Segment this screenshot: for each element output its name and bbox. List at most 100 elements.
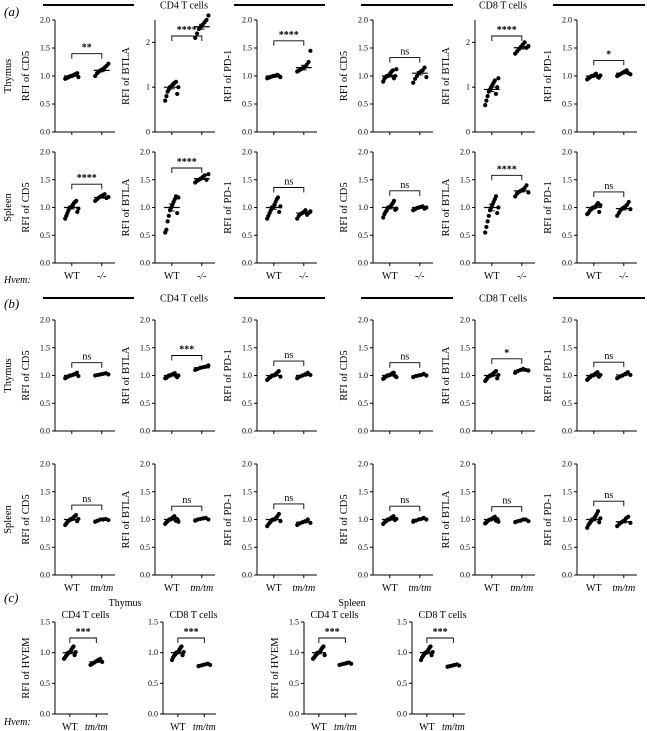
significance-bracket (273, 40, 305, 46)
x-tick-label: -/- (415, 271, 424, 282)
data-point (166, 213, 171, 218)
y-tick-label: 0.0 (562, 128, 572, 137)
y-tick-label: 2.0 (242, 16, 252, 25)
x-tick-label: tm/tm (190, 583, 213, 594)
significance-bracket (171, 355, 203, 361)
x-tick-label: WT (266, 583, 282, 594)
y-tick-label: 0.0 (242, 259, 252, 268)
y-tick-label: 1.0 (242, 72, 252, 81)
significance-label: ns (82, 494, 91, 505)
data-point (424, 75, 429, 80)
y-tick-label: 2.0 (40, 16, 50, 25)
y-tick-label: 1.0 (289, 648, 299, 657)
y-tick-label: 1.5 (40, 343, 50, 352)
y-tick-label: 1.5 (397, 618, 407, 627)
y-tick-label: 0.5 (40, 399, 50, 408)
y-axis-label: RFI of BTLA (121, 47, 132, 105)
data-point (486, 213, 491, 218)
y-tick-label: 0.5 (289, 679, 299, 688)
significance-label: ** (82, 43, 92, 54)
x-tick-label: WT (382, 583, 398, 594)
y-axis-label: RFI of HVEM (270, 637, 281, 699)
x-tick-label: WT (62, 722, 78, 731)
y-tick-label: 1.5 (562, 487, 572, 496)
y-tick-label: 0.5 (358, 399, 368, 408)
significance-label: ns (400, 180, 409, 191)
row-label: Thymus (3, 358, 14, 392)
y-tick-label: 0.0 (460, 427, 470, 436)
x-tick-label: -/- (619, 271, 628, 282)
data-point (206, 172, 211, 177)
plot-panel: 0.0 0.5 1.0 1.5 2.0 RFI of PD-1 ns (223, 316, 317, 436)
plot-panel: 0.0 0.5 1.0 1.5 2.0 RFI of PD-1 WT -/- ns (223, 148, 317, 282)
y-axis-label: RFI of BTLA (121, 490, 132, 548)
y-tick-label: 0.5 (358, 231, 368, 240)
y-axis-label: RFI of PD-1 (223, 181, 234, 234)
y-axis-label: RFI of HVEM (21, 637, 32, 699)
y-tick-label: 1.0 (40, 371, 50, 380)
plot-panel: 0.0 0.5 1.0 1.5 2.0 RFI of CD5 WT -/- **** (21, 148, 115, 282)
y-tick-label: 2.0 (140, 148, 150, 157)
significance-bracket (71, 183, 103, 190)
significance-bracket (318, 637, 346, 643)
y-tick-label: 1.5 (242, 175, 252, 184)
y-tick-label: 2.0 (562, 148, 572, 157)
data-point (483, 103, 488, 108)
y-tick-label: 1.5 (40, 175, 50, 184)
data-point (422, 65, 427, 70)
significance-label: ns (284, 350, 293, 361)
x-tick-label: WT (64, 271, 80, 282)
y-axis-label: RFI of PD-1 (223, 50, 234, 103)
x-tick-label: tm/tm (408, 583, 431, 594)
y-axis-label: RFI of PD-1 (543, 493, 554, 546)
x-tick-label: WT (170, 722, 186, 731)
data-point (394, 375, 399, 380)
y-tick-label: 1.0 (358, 203, 368, 212)
y-tick-label: 1.0 (562, 515, 572, 524)
y-tick-label: 1.0 (242, 371, 252, 380)
y-tick-label: 1.0 (460, 203, 470, 212)
significance-bracket (171, 35, 203, 41)
data-point (391, 370, 396, 375)
significance-label: ns (604, 490, 613, 501)
data-point (483, 230, 488, 235)
y-tick-label: 1.5 (140, 175, 150, 184)
plot-panel: 0.0 0.5 1.0 1.5 2.0 RFI of PD-1 * (543, 16, 637, 137)
y-tick-label: 1 (146, 83, 150, 92)
plot-panel: 0.0 0.5 1.0 1.5 2.0 RFI of PD-1 WT tm/tm ns (543, 460, 637, 594)
y-axis-label: RFI of BTLA (121, 346, 132, 404)
plot-panel: 0.0 0.5 1.0 1.5 2.0 RFI of PD-1 WT tm/tm ns (223, 460, 317, 594)
data-point (175, 91, 180, 97)
y-tick-label: 0.0 (40, 259, 50, 268)
y-tick-label: 0.0 (40, 710, 50, 719)
y-tick-label: 0.5 (242, 100, 252, 109)
significance-label: **** (497, 25, 517, 36)
significance-label: *** (325, 627, 340, 638)
data-point (391, 198, 397, 203)
y-tick-label: 2.0 (460, 148, 470, 157)
y-tick-label: 0.5 (140, 231, 150, 240)
significance-label: ns (400, 352, 409, 363)
y-tick-label: 1.0 (562, 371, 572, 380)
row-label: Spleen (3, 504, 14, 533)
y-tick-label: 1.0 (358, 515, 368, 524)
significance-label: *** (433, 627, 448, 638)
significance-bracket (389, 190, 421, 196)
data-point (597, 520, 602, 525)
data-point (74, 370, 80, 375)
group-header-label: CD4 T cells (160, 1, 208, 12)
panel-title: CD4 T cells (62, 610, 110, 621)
y-tick-label: 0.5 (148, 679, 158, 688)
plot-panel: 0.0 0.5 1.0 1.5 WT tm/tm *** CD8 T cells (397, 610, 467, 731)
data-point (165, 219, 170, 224)
data-point (391, 514, 396, 519)
y-tick-label: 0.5 (40, 231, 50, 240)
y-tick-label: 0.0 (40, 128, 50, 137)
data-point (430, 649, 435, 655)
plot-panel: 0.0 0.5 1.0 1.5 2.0 RFI of BTLA WT -/- **** (441, 148, 535, 282)
y-tick-label: 2.0 (242, 148, 252, 157)
x-tick-label: tm/tm (612, 583, 635, 594)
significance-bracket (491, 358, 523, 364)
y-axis-label: RFI of BTLA (441, 178, 452, 236)
data-point (428, 644, 433, 649)
